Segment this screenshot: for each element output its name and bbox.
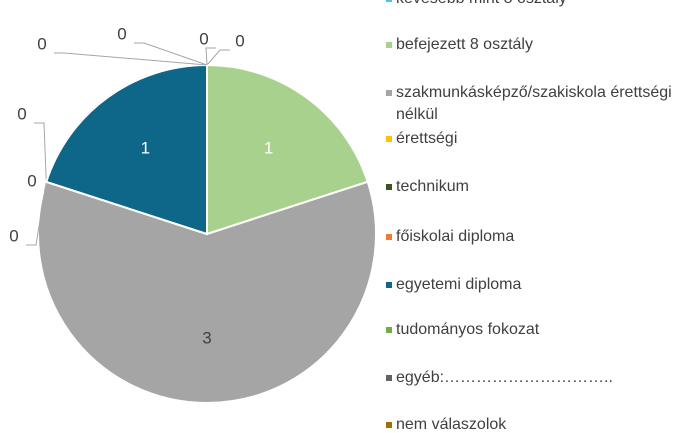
legend-swatch: [386, 184, 392, 190]
data-label: 0: [117, 24, 126, 43]
data-label: 0: [235, 31, 244, 50]
data-label: 0: [17, 104, 26, 123]
legend-swatch: [386, 422, 392, 428]
leader-line: [26, 181, 47, 246]
legend-item: technikum: [386, 176, 674, 198]
leader-line: [44, 181, 56, 191]
data-label: 0: [37, 34, 46, 53]
leader-line: [134, 42, 208, 66]
legend-label: egyetemi diploma: [396, 276, 522, 293]
legend-label: szakmunkásképző/szakiskola érettségi nél…: [396, 84, 672, 123]
legend-label: kevesebb mint 8 osztály: [396, 0, 674, 10]
legend-item: befejezett 8 osztály: [386, 34, 674, 56]
legend-swatch: [386, 282, 392, 288]
data-label: 0: [199, 29, 208, 48]
data-label: 1: [141, 139, 150, 158]
legend-swatch: [386, 0, 392, 2]
leader-line: [54, 52, 208, 66]
legend-item: egyéb:…………………………..: [386, 367, 674, 389]
legend-swatch: [386, 90, 392, 96]
legend-label: főiskolai diploma: [396, 228, 515, 245]
legend-swatch: [386, 42, 392, 48]
data-label: 3: [202, 328, 211, 347]
legend-label: befejezett 8 osztály: [396, 36, 533, 53]
legend-swatch: [386, 327, 392, 333]
legend-label: egyéb:…………………………..: [396, 369, 613, 386]
legend-label: érettségi: [396, 130, 458, 147]
pie-slice: [45, 63, 208, 236]
legend-label: technikum: [396, 178, 469, 195]
leader-line: [34, 122, 47, 182]
data-label: 0: [27, 171, 36, 190]
legend-item: egyetemi diploma: [386, 274, 674, 296]
legend-swatch: [386, 234, 392, 240]
data-label: 1: [264, 139, 273, 158]
legend-swatch: [386, 375, 392, 381]
pie-slice: [37, 180, 377, 404]
legend-item: szakmunkásképző/szakiskola érettségi nél…: [386, 82, 674, 126]
legend-item: érettségi: [386, 128, 674, 150]
legend-swatch: [386, 136, 392, 142]
pie-slice: [206, 63, 369, 236]
data-label: 0: [9, 226, 18, 245]
legend-item: kevesebb mint 8 osztály: [386, 0, 674, 10]
legend-item: tudományos fokozat: [386, 319, 674, 341]
leader-line: [206, 49, 230, 66]
leader-line: [205, 47, 216, 66]
legend-item: főiskolai diploma: [386, 226, 674, 248]
legend-item: nem válaszolok: [386, 414, 674, 433]
legend-label: nem válaszolok: [396, 416, 507, 433]
legend-label: tudományos fokozat: [396, 321, 540, 338]
